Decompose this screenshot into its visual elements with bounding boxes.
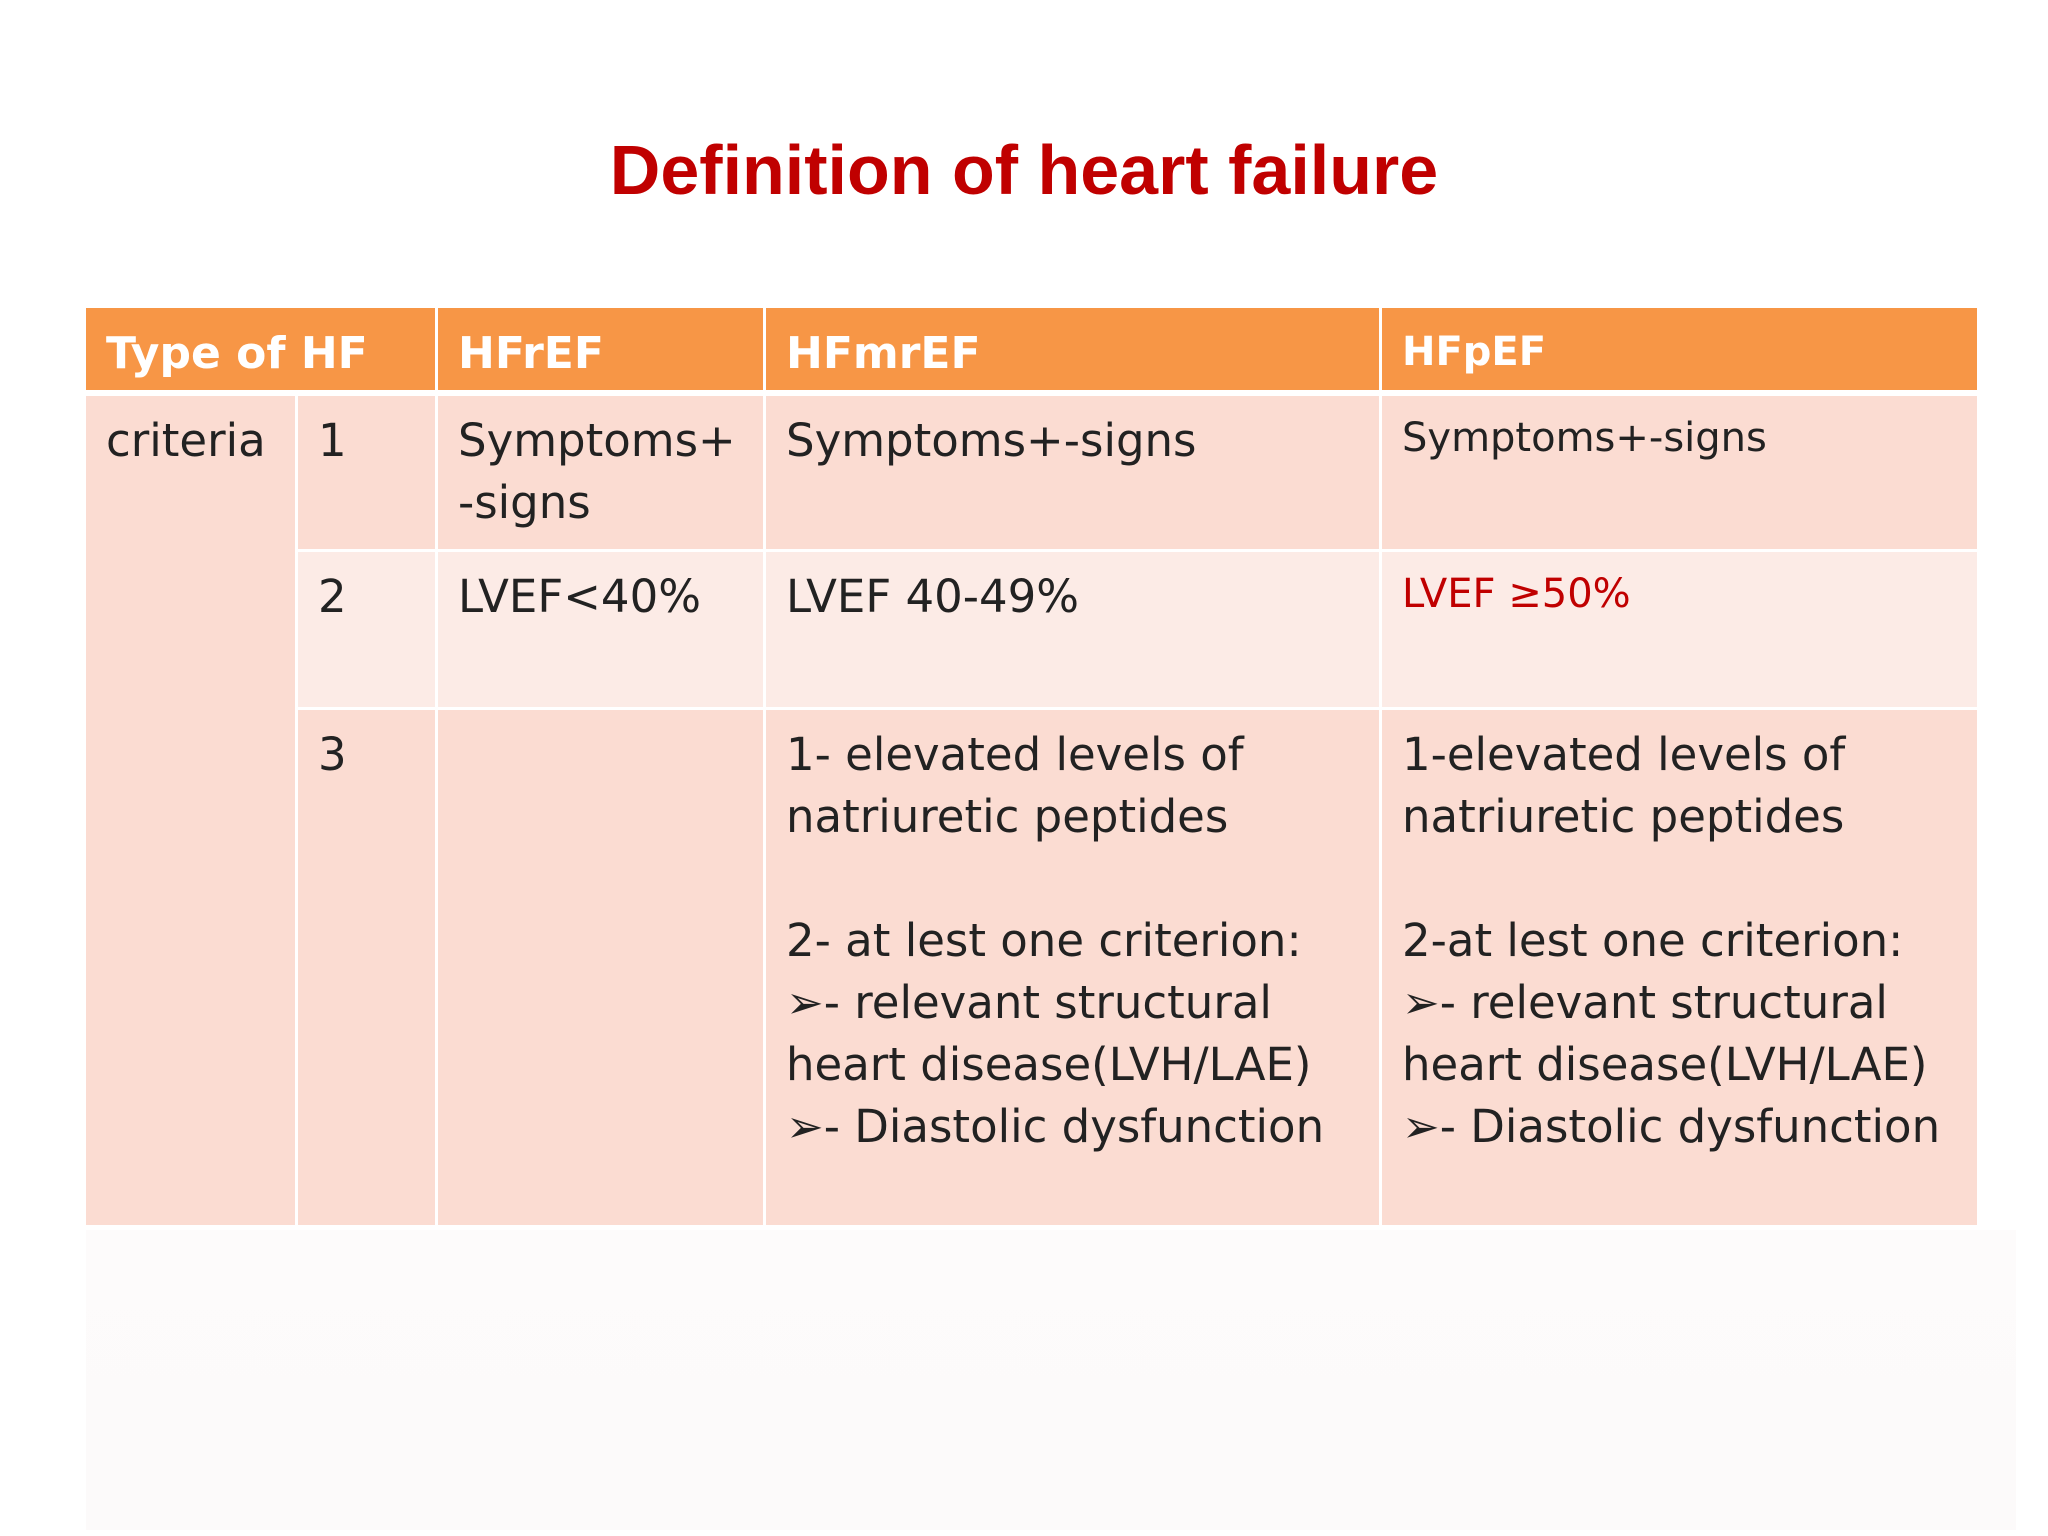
row-3-hfref bbox=[438, 710, 766, 1228]
heart-failure-table: Type of HF HFrEF HFmrEF HFpEF criteria 1… bbox=[86, 308, 1980, 1228]
row-3-number: 3 bbox=[298, 710, 438, 1228]
row-1-number: 1 bbox=[298, 396, 438, 552]
header-hfmref: HFmrEF bbox=[766, 308, 1382, 396]
header-hfpef: HFpEF bbox=[1382, 308, 1980, 396]
row-2-hfmref: LVEF 40-49% bbox=[766, 552, 1382, 710]
header-type-of-hf: Type of HF bbox=[86, 308, 438, 396]
header-hfref: HFrEF bbox=[438, 308, 766, 396]
row-1-hfpef: Symptoms+-signs bbox=[1382, 396, 1980, 552]
row-1-hfmref: Symptoms+-signs bbox=[766, 396, 1382, 552]
slide-background bbox=[86, 1230, 2016, 1530]
row-2-hfref: LVEF<40% bbox=[438, 552, 766, 710]
row-1-hfref: Symptoms+ -signs bbox=[438, 396, 766, 552]
row-3-hfpef: 1-elevated levels of natriuretic peptide… bbox=[1382, 710, 1980, 1228]
row-3-hfmref: 1- elevated levels of natriuretic peptid… bbox=[766, 710, 1382, 1228]
row-2-number: 2 bbox=[298, 552, 438, 710]
row-2-hfpef: LVEF ≥50% bbox=[1382, 552, 1980, 710]
slide-title: Definition of heart failure bbox=[609, 131, 1439, 209]
criteria-label: criteria bbox=[86, 396, 298, 1228]
